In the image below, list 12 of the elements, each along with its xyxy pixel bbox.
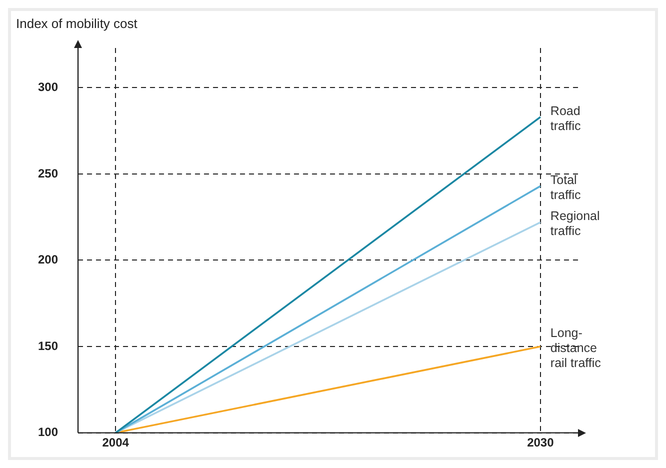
series-label: Road traffic — [550, 104, 581, 133]
y-tick-label: 150 — [38, 338, 58, 353]
y-tick-label: 300 — [38, 80, 58, 94]
series-label: Regional traffic — [550, 209, 600, 238]
x-tick-label: 2030 — [527, 435, 554, 450]
y-tick-label: 200 — [38, 252, 58, 267]
series-label: Total traffic — [550, 173, 581, 202]
y-axis-title: Index of mobility cost — [16, 16, 138, 32]
series-label: Long-distance rail traffic — [550, 326, 601, 370]
y-tick-label: 100 — [38, 425, 58, 440]
y-tick-label: 250 — [38, 166, 58, 180]
x-tick-label: 2004 — [102, 435, 130, 450]
